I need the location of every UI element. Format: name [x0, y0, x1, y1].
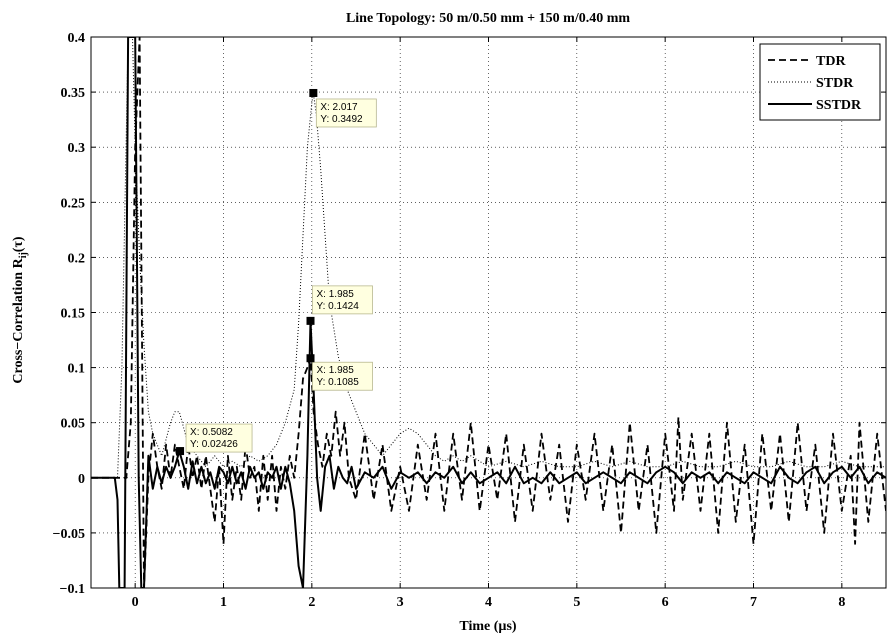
datatip-text: Y: 0.1085 [317, 377, 360, 388]
y-tick-label: 0.2 [68, 251, 86, 266]
y-tick-label: 0 [78, 472, 85, 487]
y-tick-label: 0.35 [61, 86, 86, 101]
datatip-text: Y: 0.02426 [190, 439, 238, 450]
datatip-text: X: 1.985 [317, 289, 355, 300]
datatip-box [315, 98, 377, 128]
series-stdr-line [91, 37, 886, 479]
datatip-marker [306, 316, 315, 325]
y-tick-label: 0.25 [61, 196, 86, 211]
x-axis-title: Time (µs) [459, 619, 517, 634]
datatip-box [185, 423, 253, 453]
x-tick-label: 1 [220, 595, 227, 610]
datatip-marker [176, 447, 185, 456]
legend: TDR STDR SSTDR [759, 43, 881, 121]
y-tick-label: 0.05 [61, 417, 86, 432]
grid [91, 37, 886, 588]
datatip-box [312, 361, 373, 391]
series-sstdr-line [91, 37, 886, 588]
y-tick-label: 0.4 [68, 31, 86, 46]
x-tick-label: 6 [662, 595, 669, 610]
y-axis: −0.1 −0.05 0 0.05 0.1 0.15 0.2 0.25 0.3 0.35 0.4 [53, 31, 886, 597]
legend-label-tdr: TDR [816, 54, 846, 69]
datatip-text: Y: 0.1424 [317, 301, 360, 312]
legend-label-sstdr: SSTDR [816, 98, 862, 113]
datatip-text: X: 0.5082 [190, 427, 233, 438]
x-tick-label: 3 [397, 595, 404, 610]
y-axis-title-main: Cross−Correlation R [11, 257, 26, 383]
datatip-text: X: 2.017 [320, 102, 358, 113]
x-tick-label: 2 [308, 595, 315, 610]
y-tick-label: −0.05 [53, 527, 85, 542]
datatip-marker [309, 88, 318, 97]
y-axis-title-tail: (τ) [11, 236, 26, 252]
datatip-text: X: 1.985 [317, 365, 355, 376]
x-tick-label: 8 [838, 595, 845, 610]
x-tick-label: 5 [573, 595, 580, 610]
x-tick-label: 0 [132, 595, 139, 610]
y-tick-label: 0.3 [68, 141, 86, 156]
x-tick-label: 7 [750, 595, 757, 610]
y-axis-title-sub: ij [18, 252, 29, 258]
y-tick-label: −0.1 [60, 582, 85, 597]
datatip-marker [306, 354, 315, 363]
datatip-box [312, 285, 373, 315]
legend-label-stdr: STDR [816, 76, 854, 91]
datatip-text: Y: 0.3492 [320, 114, 363, 125]
y-tick-label: 0.15 [61, 307, 86, 322]
series-layer [91, 37, 886, 588]
x-axis: 0 1 2 3 4 5 6 7 8 [132, 37, 845, 610]
chart-title: Line Topology: 50 m/0.50 mm + 150 m/0.40… [346, 11, 630, 26]
y-tick-label: 0.1 [68, 362, 86, 377]
x-tick-label: 4 [485, 595, 492, 610]
y-axis-title: Cross−Correlation Rij(τ) [11, 236, 29, 384]
